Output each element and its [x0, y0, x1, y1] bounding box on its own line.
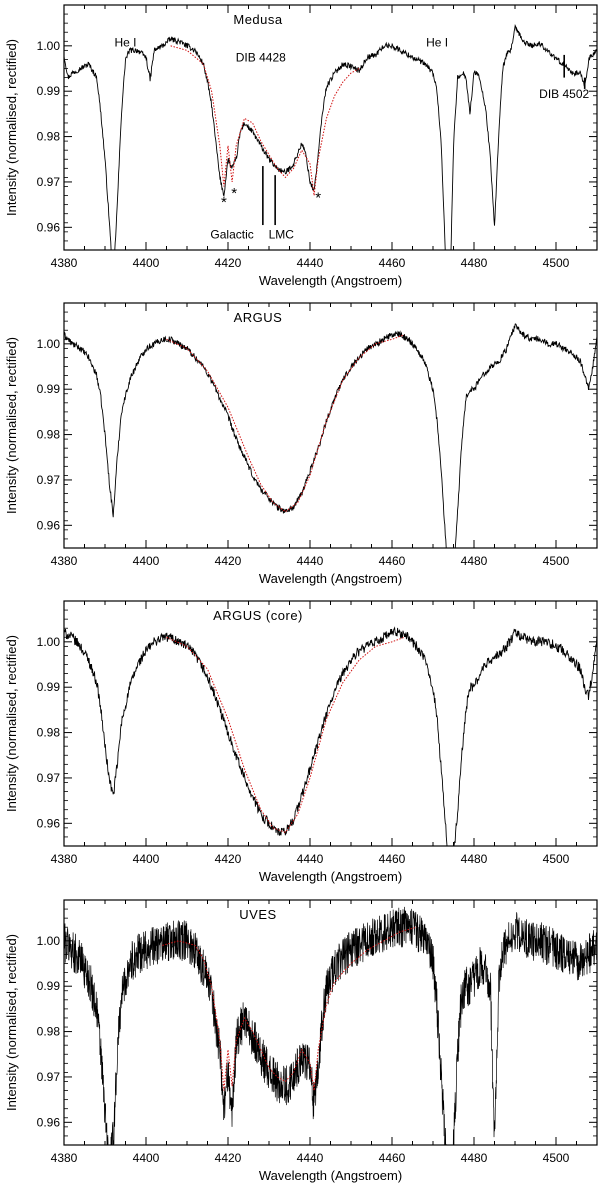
- x-tick-label: 4460: [379, 852, 406, 866]
- plot-frame: [63, 4, 598, 251]
- x-tick-label: 4460: [379, 1151, 406, 1165]
- y-tick-label: 0.97: [37, 771, 61, 785]
- y-axis-label: Intensity (normalised, rectified): [4, 635, 19, 812]
- panel-0: 4380 4400 4420 4440 4460 4480 4500 0.96 0.97 0.98…: [4, 4, 598, 288]
- y-tick-label: 1.00: [37, 337, 61, 351]
- x-axis-label: Wavelength (Angstroem): [259, 571, 402, 586]
- x-tick-label: 4400: [133, 256, 160, 270]
- annotation-label: *: [231, 185, 237, 202]
- x-tick-label: 4380: [51, 1151, 78, 1165]
- x-tick-label: 4440: [297, 1151, 324, 1165]
- panel-title: ARGUS (core): [213, 608, 303, 623]
- x-tick-label: 4440: [297, 554, 324, 568]
- x-tick-label: 4460: [379, 554, 406, 568]
- x-axis-label: Wavelength (Angstroem): [259, 1168, 402, 1183]
- x-tick-label: 4480: [461, 1151, 488, 1165]
- model-fit-line: [162, 926, 417, 1091]
- y-tick-label: 0.97: [37, 175, 61, 189]
- y-tick-label: 0.97: [37, 1070, 61, 1084]
- x-tick-label: 4480: [461, 554, 488, 568]
- x-tick-label: 4380: [51, 852, 78, 866]
- y-tick-label: 0.96: [37, 1115, 61, 1129]
- x-tick-label: 4420: [215, 554, 242, 568]
- panel-2: 4380 4400 4420 4440 4460 4480 4500 0.96 0.97 0.98…: [4, 600, 598, 884]
- model-fit-line: [170, 45, 360, 196]
- y-tick-label: 0.99: [37, 680, 61, 694]
- annotation-label: DIB 4428: [236, 51, 286, 65]
- panel-title: ARGUS: [234, 310, 283, 325]
- y-axis-label: Intensity (normalised, rectified): [4, 934, 19, 1111]
- y-tick-label: 0.99: [37, 84, 61, 98]
- x-tick-label: 4500: [543, 256, 570, 270]
- x-tick-label: 4500: [543, 554, 570, 568]
- observed-spectrum-line: [64, 906, 597, 1145]
- x-tick-label: 4400: [133, 852, 160, 866]
- x-tick-label: 4440: [297, 852, 324, 866]
- observed-spectrum-line: [64, 626, 597, 846]
- panel-1: 4380 4400 4420 4440 4460 4480 4500 0.96 0.97 0.98…: [4, 302, 598, 586]
- y-tick-label: 0.97: [37, 473, 61, 487]
- y-tick-label: 1.00: [37, 934, 61, 948]
- y-tick-label: 0.98: [37, 1025, 61, 1039]
- y-axis-label: Intensity (normalised, rectified): [4, 39, 19, 216]
- annotation-label: DIB 4502: [539, 87, 589, 101]
- annotation-label: He I: [426, 36, 448, 50]
- y-tick-label: 0.96: [37, 518, 61, 532]
- x-tick-label: 4380: [51, 554, 78, 568]
- x-tick-label: 4400: [133, 1151, 160, 1165]
- x-tick-label: 4500: [543, 1151, 570, 1165]
- y-tick-label: 1.00: [37, 635, 61, 649]
- x-tick-label: 4420: [215, 852, 242, 866]
- y-tick-label: 0.98: [37, 726, 61, 740]
- x-tick-label: 4480: [461, 852, 488, 866]
- model-fit-line: [166, 334, 405, 513]
- y-tick-label: 0.96: [37, 220, 61, 234]
- plot-frame: [63, 302, 598, 549]
- x-tick-label: 4480: [461, 256, 488, 270]
- x-tick-label: 4420: [215, 256, 242, 270]
- y-tick-label: 0.99: [37, 979, 61, 993]
- x-tick-label: 4420: [215, 1151, 242, 1165]
- y-tick-label: 0.98: [37, 130, 61, 144]
- y-tick-label: 1.00: [37, 39, 61, 53]
- x-tick-label: 4500: [543, 852, 570, 866]
- x-tick-label: 4440: [297, 256, 324, 270]
- annotation-label: He I: [114, 36, 136, 50]
- annotation-label: Galactic: [210, 228, 253, 242]
- annotation-label: *: [221, 194, 227, 211]
- panel-title: UVES: [239, 907, 276, 922]
- plot-frame: [63, 600, 598, 847]
- x-axis-label: Wavelength (Angstroem): [259, 273, 402, 288]
- observed-spectrum-line: [64, 24, 597, 250]
- y-tick-label: 0.99: [37, 382, 61, 396]
- panel-3: 4380 4400 4420 4440 4460 4480 4500 0.96 0.97 0.98…: [4, 899, 598, 1183]
- annotation-label: *: [315, 189, 321, 206]
- y-tick-label: 0.98: [37, 428, 61, 442]
- annotation-label: LMC: [269, 228, 295, 242]
- observed-spectrum-line: [64, 323, 597, 548]
- y-tick-label: 0.96: [37, 816, 61, 830]
- x-tick-label: 4460: [379, 256, 406, 270]
- panel-title: Medusa: [233, 12, 283, 27]
- x-tick-label: 4400: [133, 554, 160, 568]
- y-axis-label: Intensity (normalised, rectified): [4, 337, 19, 514]
- x-axis-label: Wavelength (Angstroem): [259, 869, 402, 884]
- x-tick-label: 4380: [51, 256, 78, 270]
